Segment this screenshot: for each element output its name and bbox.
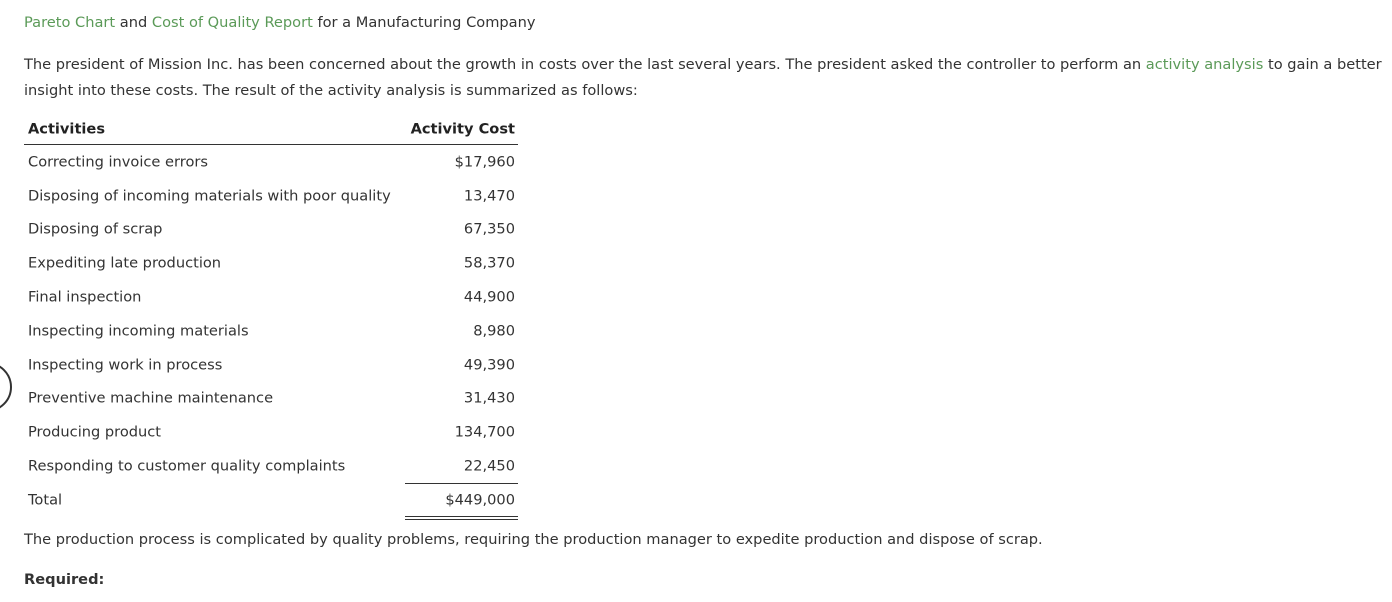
table: Activities Activity Cost Correcting invoi… [24,114,518,520]
cell: Expediting late production [28,254,222,272]
cell: 49,390 [463,356,515,374]
cell: 8,980 [473,322,515,340]
cell: Inspecting incoming materials [28,322,249,340]
table-row: Disposing of incoming materials with poo… [24,179,518,213]
table-row: Responding to customer quality complaint… [24,449,518,483]
table-row: Expediting late production 58,370 [24,246,518,280]
cell: Preventive machine maintenance [28,389,274,407]
link[interactable]: Cost of Quality Report [151,14,313,31]
rule [405,482,518,484]
header-cell: Activity Cost [410,120,515,138]
intro: The president of Mission Inc. has been c… [24,52,1384,104]
table-row: Disposing of scrap 67,350 [24,213,518,247]
cell: 58,370 [463,254,515,272]
cell: Final inspection [28,288,142,306]
total-row: Total $449,000 [24,482,518,520]
cell: 13,470 [463,187,515,205]
text: The president of Mission Inc. has been c… [24,56,1146,73]
cell: Total [28,491,63,509]
cell: 134,700 [454,423,515,441]
text: to gain a better insight into these cost… [24,56,1382,99]
cell: 44,900 [463,288,515,306]
cell: Responding to customer quality complaint… [28,457,346,475]
table-body: Correcting invoice errors $17,960 Disposin… [24,145,518,483]
table-row: Inspecting work in process 49,390 [24,348,518,382]
link[interactable]: activity analysis [1145,56,1264,73]
cell: 67,350 [463,220,515,238]
title: Pareto Chart and Cost of Quality Report … [24,14,536,31]
table-row: Correcting invoice errors $17,960 [24,145,518,179]
cell: Correcting invoice errors [28,153,208,171]
circle-decoration [0,365,12,409]
text: and [115,14,152,31]
double-rule [405,515,518,520]
required: Required: [24,571,105,588]
cell: $17,960 [454,153,515,171]
table-row: Inspecting incoming materials 8,980 [24,314,518,348]
cell: 31,430 [463,389,515,407]
link[interactable]: Pareto Chart [24,14,116,31]
cell: $449,000 [445,491,515,509]
cell: 22,450 [463,457,515,475]
cell: Producing product [28,423,162,441]
table-row: Producing product 134,700 [24,415,518,449]
header-cell: Activities [28,120,106,138]
cell: Disposing of scrap [28,220,163,238]
table-row: Preventive machine maintenance 31,430 [24,382,518,416]
cell: Inspecting work in process [28,356,223,374]
header-row: Activities Activity Cost [24,114,518,145]
table-row: Final inspection 44,900 [24,280,518,314]
text: for a Manufacturing Company [312,14,536,31]
note: The production process is complicated by… [24,531,1043,548]
cell: Disposing of incoming materials with poo… [28,187,391,205]
